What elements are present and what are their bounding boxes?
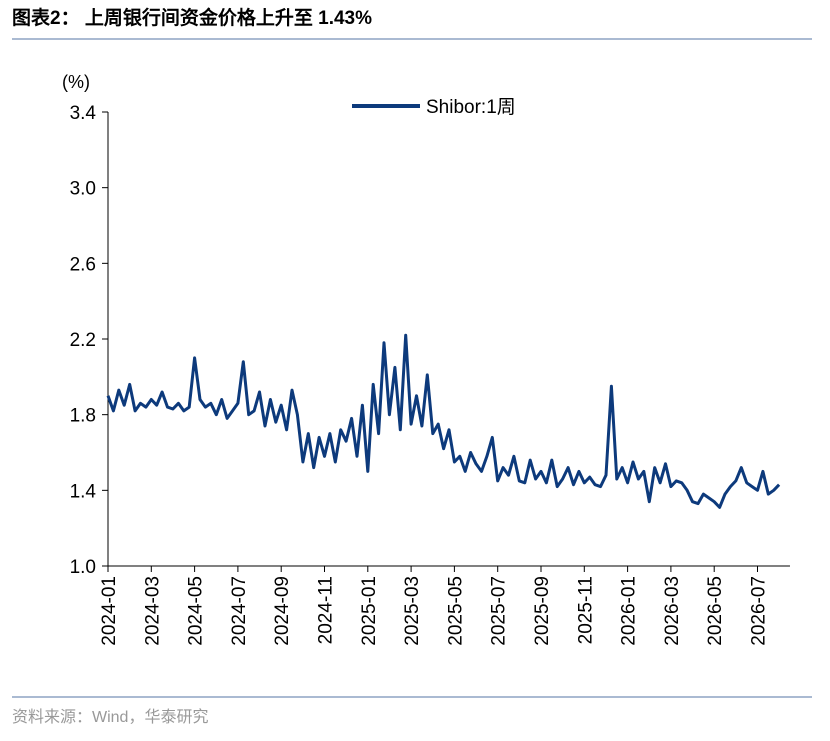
chart-title: 图表2： 上周银行间资金价格上升至 1.43% bbox=[12, 6, 372, 29]
x-tick-label: 2026-07 bbox=[749, 576, 770, 646]
x-tick-label: 2025-07 bbox=[489, 576, 510, 646]
x-tick-label: 2024-11 bbox=[316, 576, 337, 644]
x-tick-label: 2024-07 bbox=[229, 576, 250, 646]
x-tick-label: 2026-01 bbox=[619, 576, 640, 646]
x-tick-label: 2024-09 bbox=[272, 576, 293, 646]
y-axis-label: (%) bbox=[62, 72, 90, 92]
source: 资料来源：Wind，华泰研究 bbox=[12, 708, 208, 726]
x-tick-label: 2026-03 bbox=[662, 576, 683, 646]
y-tick-label: 1.8 bbox=[70, 406, 96, 427]
x-tick-label: 2024-05 bbox=[186, 576, 207, 646]
y-tick-label: 3.4 bbox=[70, 103, 97, 124]
x-tick-label: 2026-05 bbox=[705, 576, 726, 646]
y-tick-label: 1.4 bbox=[70, 481, 97, 502]
y-tick-label: 2.2 bbox=[70, 330, 96, 351]
x-tick-label: 2024-01 bbox=[99, 576, 120, 646]
y-tick-label: 2.6 bbox=[70, 254, 96, 275]
y-tick-label: 1.0 bbox=[70, 557, 96, 578]
legend-label: Shibor:1周 bbox=[426, 97, 516, 118]
x-tick-label: 2024-03 bbox=[142, 576, 163, 646]
x-tick-label: 2025-03 bbox=[402, 576, 423, 646]
x-tick-label: 2025-09 bbox=[532, 576, 553, 646]
line bbox=[106, 333, 781, 509]
x-tick-label: 2025-01 bbox=[359, 576, 380, 646]
y-tick-label: 3.0 bbox=[70, 179, 96, 200]
x-tick-label: 2025-11 bbox=[575, 576, 596, 644]
x-tick-label: 2025-05 bbox=[445, 576, 466, 646]
